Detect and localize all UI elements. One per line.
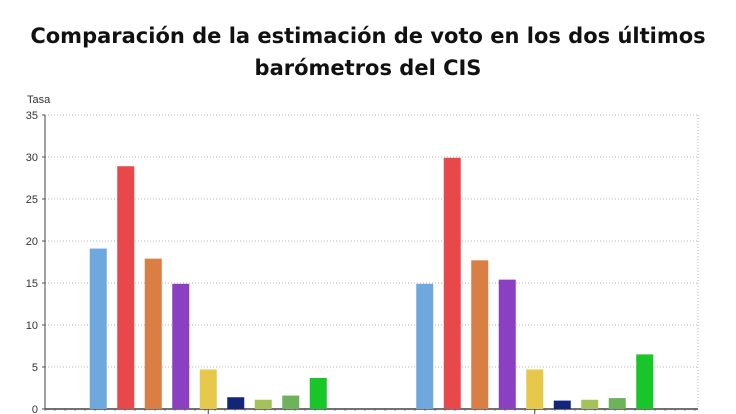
bar (309, 377, 327, 409)
bar (608, 398, 626, 409)
y-tick-label: 35 (26, 110, 38, 122)
y-tick-label: 15 (26, 278, 38, 290)
bar (636, 354, 654, 409)
bar (117, 166, 135, 409)
y-axis-label: Tasa (27, 94, 51, 106)
chart-title-line-2: barómetros del CIS (254, 56, 482, 80)
y-tick-label: 5 (32, 362, 38, 374)
y-tick-label: 30 (26, 152, 38, 164)
bar (498, 279, 516, 409)
bars (89, 157, 654, 409)
bar (443, 157, 461, 409)
chart-title-line-1: Comparación de la estimación de voto en … (30, 24, 706, 48)
bar (553, 400, 571, 409)
bar (526, 369, 544, 409)
bar (144, 258, 162, 409)
bar (581, 399, 599, 409)
bar (416, 283, 434, 409)
bar (89, 248, 107, 409)
bar (471, 260, 489, 409)
grid-lines (45, 114, 699, 409)
bar (254, 399, 272, 409)
y-tick-label: 20 (26, 236, 38, 248)
y-tick-label: 10 (26, 320, 38, 332)
bar (227, 397, 245, 409)
bar (199, 369, 217, 409)
bar (172, 283, 190, 409)
bar (282, 395, 300, 409)
y-tick-label: 0 (32, 404, 38, 414)
y-tick-label: 25 (26, 194, 38, 206)
chart-title: Comparación de la estimación de voto en … (0, 20, 736, 84)
